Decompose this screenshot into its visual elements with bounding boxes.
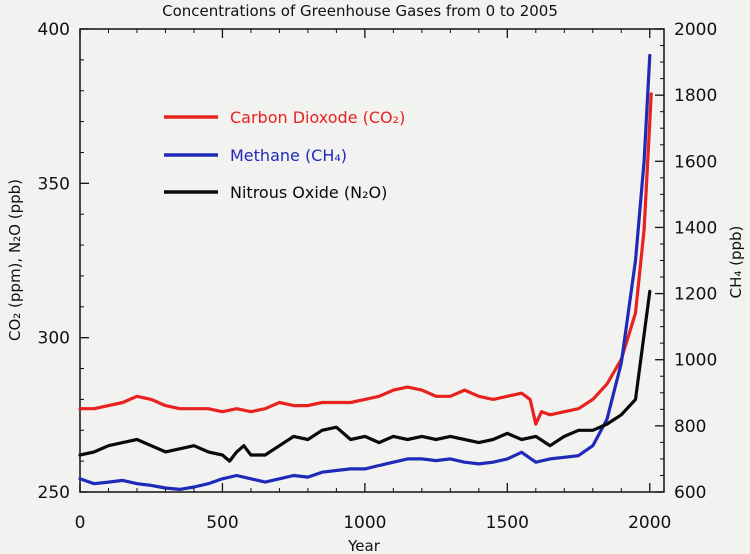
y-right-tick-label: 1400 [674, 218, 717, 238]
y-axis-left-label: CO₂ (ppm), N₂O (ppb) [6, 179, 24, 341]
plot-frame [79, 28, 665, 493]
series-layer [78, 53, 653, 491]
legend-label-co2: Carbon Dioxode (CO₂) [230, 108, 405, 127]
y-left-tick-label: 300 [38, 329, 70, 349]
y-axis-right-ticks: 600 800 1000 1200 1400 1600 1800 2000 [655, 20, 717, 503]
y-right-tick-label: 600 [674, 483, 706, 503]
legend-label-ch4: Methane (CH₄) [230, 146, 347, 165]
x-axis-ticks: 0 500 1000 1500 2000 [75, 29, 671, 533]
plot-area [78, 28, 665, 493]
y-right-tick-label: 800 [674, 417, 706, 437]
y-left-tick-label: 400 [38, 20, 70, 40]
y-right-tick-label: 1000 [674, 351, 717, 371]
y-right-tick-label: 1200 [674, 285, 717, 305]
y-right-tick-label: 1800 [674, 86, 717, 106]
y-axis-left-ticks: 250 300 350 400 [38, 20, 89, 503]
y-left-tick-label: 350 [38, 174, 70, 194]
y-right-tick-label: 2000 [674, 20, 717, 40]
x-tick-label: 500 [206, 513, 238, 533]
series-line-n2o [78, 289, 652, 463]
series-line-ch4 [78, 53, 652, 491]
y-left-tick-label: 250 [38, 483, 70, 503]
x-tick-label: 0 [75, 513, 86, 533]
x-tick-label: 2000 [628, 513, 671, 533]
x-tick-label: 1000 [343, 513, 386, 533]
x-axis-label: Year [347, 537, 381, 554]
legend: Carbon Dioxode (CO₂) Methane (CH₄) Nitrous… [164, 108, 405, 202]
x-tick-label: 1500 [486, 513, 529, 533]
y-axis-right-label: CH₄ (ppb) [727, 226, 745, 299]
chart-title: Concentrations of Greenhouse Gases from … [162, 2, 558, 20]
series-line-co2 [78, 92, 653, 426]
y-right-tick-label: 1600 [674, 152, 717, 172]
legend-label-n2o: Nitrous Oxide (N₂O) [230, 183, 387, 202]
